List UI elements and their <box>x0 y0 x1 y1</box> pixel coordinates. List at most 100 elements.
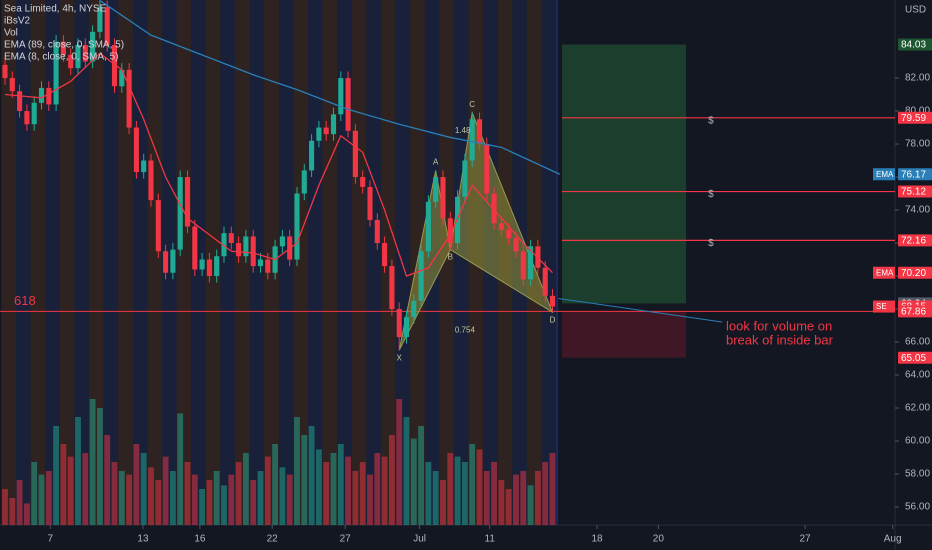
volume-bar <box>16 480 23 525</box>
volume-bar <box>279 467 286 525</box>
volume-bar <box>301 435 308 525</box>
volume-bar <box>45 471 52 525</box>
candle-body <box>199 259 205 270</box>
price-tag <box>898 234 932 247</box>
candle-body <box>148 160 154 201</box>
volume-bar <box>498 480 505 525</box>
volume-bar <box>118 471 125 525</box>
candle-body <box>265 259 271 273</box>
volume-bar <box>396 399 403 525</box>
volume-bar <box>286 474 293 525</box>
volume-bar <box>527 485 534 525</box>
volume-bar <box>206 480 213 525</box>
candle-body <box>411 300 417 318</box>
x-tick-label: 16 <box>194 534 206 545</box>
stop-box <box>561 311 687 358</box>
volume-bar <box>184 462 191 525</box>
candle-body <box>177 177 183 250</box>
annotation-arrow <box>558 298 723 323</box>
candle-body <box>184 177 191 227</box>
candle-body <box>221 233 227 257</box>
candle-body <box>170 249 176 273</box>
volume-bar <box>272 444 279 525</box>
volume-bar <box>367 474 373 525</box>
session-stripe <box>439 0 454 525</box>
x-tick-label: 27 <box>800 534 812 545</box>
pattern-point-label: A <box>433 158 439 167</box>
session-stripe <box>30 0 46 525</box>
volume-bar <box>89 399 96 525</box>
legend-line: EMA (89, close, 0, SMA, 5) <box>4 40 124 51</box>
candle-body <box>506 229 512 239</box>
volume-bar <box>133 444 140 525</box>
candle-body <box>330 114 337 135</box>
y-tick-label: 62.00 <box>905 403 930 414</box>
volume-bar <box>469 444 476 525</box>
ema8-line <box>4 52 553 277</box>
volume-bar <box>23 503 30 525</box>
price-tag-label: 67.86 <box>901 306 926 317</box>
volume-bar <box>140 453 147 525</box>
session-stripe <box>1 0 16 525</box>
volume-bar <box>148 467 154 525</box>
session-stripe <box>234 0 250 525</box>
candle-body <box>82 45 88 62</box>
volume-bar <box>264 456 271 525</box>
price-tag-badge-label: EMA <box>876 170 894 179</box>
pattern-point-label: B <box>448 253 453 262</box>
volume-bar <box>337 444 344 525</box>
volume-bar <box>82 453 89 525</box>
volume-bar <box>447 453 454 525</box>
volume-bar <box>9 498 16 525</box>
candle-body <box>126 69 132 128</box>
volume-bar <box>476 449 483 525</box>
volume-bar <box>454 456 461 525</box>
candle-body <box>119 69 125 87</box>
pattern-bcd <box>449 110 554 314</box>
x-tick-label: Jul <box>413 534 426 545</box>
candle-body <box>418 251 424 301</box>
volume-bar <box>111 462 118 525</box>
price-tag-badge-label: EMA <box>876 268 894 277</box>
session-stripe <box>74 0 89 525</box>
volume-bar <box>388 435 395 525</box>
session-stripe <box>395 0 411 525</box>
y-tick-label: 74.00 <box>905 205 930 216</box>
price-tag-badge <box>873 300 895 313</box>
price-tag <box>898 351 932 364</box>
volume-bar <box>53 426 60 525</box>
volume-bar <box>162 456 169 525</box>
x-tick-label: Aug <box>884 534 902 545</box>
x-tick-label: 18 <box>591 534 603 545</box>
session-stripe <box>264 0 279 525</box>
x-tick-label: 7 <box>47 534 53 545</box>
annotation: break of inside bar <box>726 332 834 347</box>
session-stripe <box>351 0 367 525</box>
candle-body <box>214 256 220 277</box>
volume-bar <box>191 474 198 525</box>
session-stripe <box>526 0 542 525</box>
price-tag-label: 65.05 <box>901 353 926 364</box>
session-stripe <box>15 0 31 525</box>
price-tag-label: 72.16 <box>901 236 926 247</box>
volume-bar <box>242 453 249 525</box>
y-tick-label: 80.00 <box>905 106 930 117</box>
ema89-line <box>99 0 561 175</box>
candle-body <box>155 200 161 252</box>
volume-bar <box>418 426 425 525</box>
y-tick-label: 78.00 <box>905 139 930 150</box>
candle-body <box>389 266 395 310</box>
annotation: look for volume on <box>726 318 832 333</box>
volume-bar <box>104 435 111 525</box>
fib-label: 618 <box>14 293 36 308</box>
candle-body <box>469 119 475 161</box>
candle-body <box>111 45 118 87</box>
candle-body <box>403 317 410 338</box>
candle-body <box>60 41 66 55</box>
session-stripe <box>366 0 381 525</box>
candle-body <box>38 87 45 103</box>
candle-body <box>433 177 439 202</box>
volume-bar <box>315 449 322 525</box>
session-stripe <box>205 0 221 525</box>
legend-line: Sea Limited, 4h, NYSE <box>4 4 107 15</box>
